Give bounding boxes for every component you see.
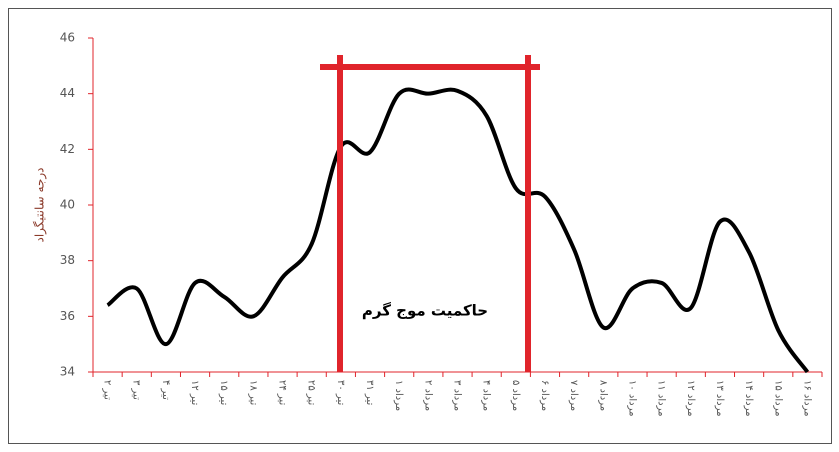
x-tick-label: ۸ مرداد	[597, 380, 608, 411]
x-tick-label: ۱ مرداد	[393, 380, 404, 411]
x-tick-label: ۲ مرداد	[422, 380, 433, 411]
y-tick-label: 34	[60, 365, 75, 379]
data-line	[106, 87, 810, 374]
y-tick-label: 46	[60, 31, 75, 45]
y-tick-label: 42	[60, 142, 75, 156]
x-tick-label: ۶ مرداد	[539, 380, 550, 411]
x-tick-label: ۴ مرداد	[481, 380, 492, 411]
x-tick-label: ۳۱ تیر	[364, 380, 375, 405]
x-tick-label: ۳۰ تیر	[335, 380, 346, 405]
x-tick-label: ۲۴ تیر	[277, 380, 288, 405]
y-axis-title: درجه سانتیگراد	[33, 167, 48, 242]
frame	[8, 8, 832, 444]
x-tick-label: ۱۸ تیر	[247, 380, 258, 405]
x-tick-label: ۱۴ مرداد	[743, 380, 754, 416]
y-tick-label: 40	[60, 198, 75, 212]
x-tick-label: ۱۱ مرداد	[656, 380, 667, 416]
y-tick-label: 36	[60, 309, 75, 323]
x-tick-label: ۴ تیر	[160, 380, 171, 400]
x-tick-label: ۱۳ مرداد	[714, 380, 725, 416]
y-tick-label: 44	[60, 86, 75, 100]
annotation: حاکمیت موج گرم	[362, 302, 488, 320]
x-tick-label: ۱۲ مرداد	[685, 380, 696, 416]
x-tick-label: ۱۲ تیر	[189, 380, 200, 405]
x-tick-label: ۱۵ تیر	[218, 380, 229, 405]
x-tick-label: ۲۵ تیر	[306, 380, 317, 405]
x-tick-label: ۵ مرداد	[510, 380, 521, 411]
x-tick-label: ۳ تیر	[131, 380, 142, 400]
x-tick-label: ۲ تیر	[102, 380, 113, 400]
x-tick-label: ۱۵ مرداد	[772, 380, 783, 416]
x-tick-label: ۱۶ مرداد	[801, 380, 812, 416]
x-tick-label: ۳ مرداد	[452, 380, 463, 411]
y-tick-label: 38	[60, 253, 75, 267]
x-tick-label: ۱۰ مرداد	[626, 380, 637, 416]
x-tick-label: ۷ مرداد	[568, 380, 579, 411]
plot-area: 34 36 38 40 42 44 46 ۲ تیر ۳ تیر ۴ تیر ۱۲ تیر ۱۵ تی…	[60, 31, 823, 416]
